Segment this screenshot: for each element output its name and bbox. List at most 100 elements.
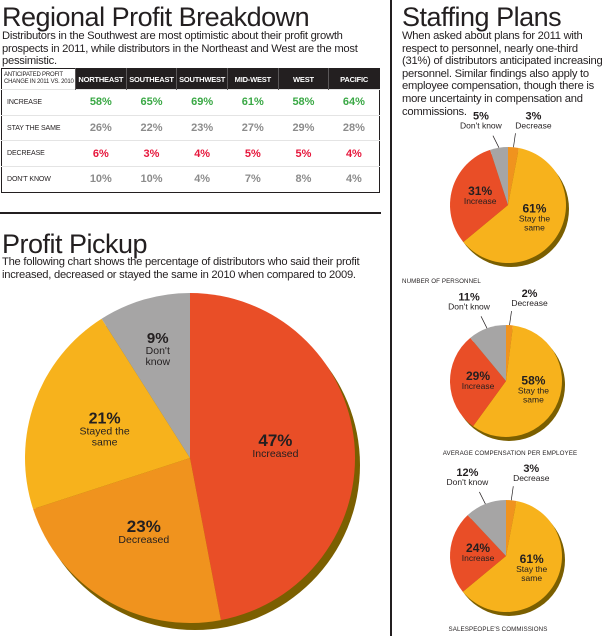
pie-slice-decrease [506,500,517,556]
section-divider-vertical [390,0,392,636]
slice-name-label: Decrease [513,473,550,483]
slice-name-label: Increase [462,381,495,391]
slice-value-label: 9% [147,330,169,347]
slice-name-label: same [524,222,545,232]
column-header: PACIFIC [328,68,380,90]
table-cell: 22% [126,114,177,141]
leader-line [479,491,486,505]
slice-name-label: same [521,573,542,583]
pie-slice-don-t-know [101,293,190,458]
pie-slice-increase [450,515,506,592]
table-cell: 4% [176,140,228,167]
table-header-row: ANTICIPATED PROFIT CHANGE IN 2011 VS. 20… [1,68,380,90]
table-cell: 7% [227,166,279,193]
staffing-title: Staffing Plans [402,2,562,32]
pie-caption: NUMBER OF PERSONNEL [402,278,481,285]
table-cell: 23% [176,114,228,141]
table-cell: 29% [278,114,329,141]
section-divider-horizontal [0,212,381,214]
regional-intro: Distributors in the Southwest are most o… [2,30,358,68]
pie-shadow [453,151,569,267]
table-cell: 58% [278,89,329,116]
pie-slice-increase [450,149,508,242]
table-row: STAY THE SAME 26% 22% 23% 27% 29% 28% [1,114,380,141]
pie-slice-decreased [33,458,221,624]
slice-name-label: same [523,394,544,404]
pie-slice-stay-the-same [462,500,562,612]
column-header: NORTHEAST [75,68,127,90]
slice-value-label: 58% [521,373,545,387]
slice-name-label: Stay the [516,564,547,574]
table-cell: 64% [328,89,380,116]
slice-name-label: Don't know [448,301,491,311]
table-row: INCREASE 58% 65% 69% 61% 58% 64% [1,89,380,116]
pie-slice-decrease [508,147,519,205]
pie-slice-increase [449,337,506,427]
leader-line [509,311,512,326]
row-label: DON'T KNOW [1,166,76,193]
table-cell: 6% [75,140,127,167]
pie-slice-label: 3% Decrease [513,463,550,483]
slice-value-label: 31% [468,184,492,198]
table-corner-label: ANTICIPATED PROFIT CHANGE IN 2011 VS. 20… [1,68,76,90]
table-cell: 4% [176,166,228,193]
leader-line [510,486,514,501]
slice-value-label: 61% [522,201,546,215]
table-cell: 27% [227,114,279,141]
pie-caption: SALESPEOPLE'S COMMISSIONS [448,626,548,633]
slice-value-label: 21% [89,410,121,427]
slice-value-label: 3% [523,463,539,475]
slice-value-label: 47% [258,431,292,450]
slice-name-label: know [146,356,171,368]
slice-value-label: 24% [466,541,490,555]
slice-name-label: Don't know [446,477,489,487]
table-row: DON'T KNOW 10% 10% 4% 7% 8% 4% [1,166,380,193]
pie-slice-decrease [506,325,514,381]
leader-line [513,133,516,148]
slice-name-label: Increase [462,553,495,563]
slice-value-label: 61% [520,552,544,566]
slice-value-label: 23% [127,517,161,536]
table-cell: 4% [328,140,380,167]
slice-name-label: Stayed the [80,425,130,437]
column-header: WEST [277,68,329,90]
table-cell: 5% [227,140,279,167]
table-cell: 65% [126,89,177,116]
pie-slice-label: 31% Increase [464,184,497,206]
pie-slice-label: 11% Don't know [448,291,491,311]
table-cell: 4% [328,166,380,193]
table-cell: 58% [75,89,127,116]
slice-name-label: Decreased [118,534,169,546]
pie-slice-label: 61% Stay the same [516,552,547,583]
pie-slice-label: 9% Don't know [146,330,171,368]
row-label: DECREASE [1,140,76,167]
slice-name-label: Stay the [518,385,549,395]
pie-caption: AVERAGE COMPENSATION PER EMPLOYEE [442,450,578,457]
slice-name-label: Increase [464,196,497,206]
slice-value-label: 12% [456,467,478,479]
pie-slice-label: 47% Increased [252,431,298,460]
leader-line [480,316,488,329]
pie-shadow [453,329,565,441]
table-cell: 10% [75,166,127,193]
pie-slice-stayed-the-same [25,318,190,509]
pie-slice-label: 24% Increase [462,541,495,563]
table-cell: 8% [278,166,329,193]
pickup-title: Profit Pickup [2,229,148,259]
pie-slice-don-t-know [490,147,508,205]
slice-name-label: same [92,436,118,448]
slice-value-label: 2% [522,288,538,300]
pickup-intro: The following chart shows the percentage… [2,256,360,281]
staffing-intro: When asked about plans for 2011 with res… [402,30,603,118]
column-header: SOUTHEAST [125,68,177,90]
slice-name-label: Don't know [460,121,503,131]
slice-name-label: Don't [146,345,170,357]
slice-name-label: Increased [252,448,298,460]
pie-shadow [453,504,565,616]
regional-title: Regional Profit Breakdown [2,2,310,32]
slice-value-label: 11% [458,291,480,303]
slice-value-label: 29% [466,369,490,383]
pie-slice-don-t-know [470,325,506,381]
row-label: INCREASE [1,89,76,116]
slice-name-label: Decrease [515,120,552,130]
